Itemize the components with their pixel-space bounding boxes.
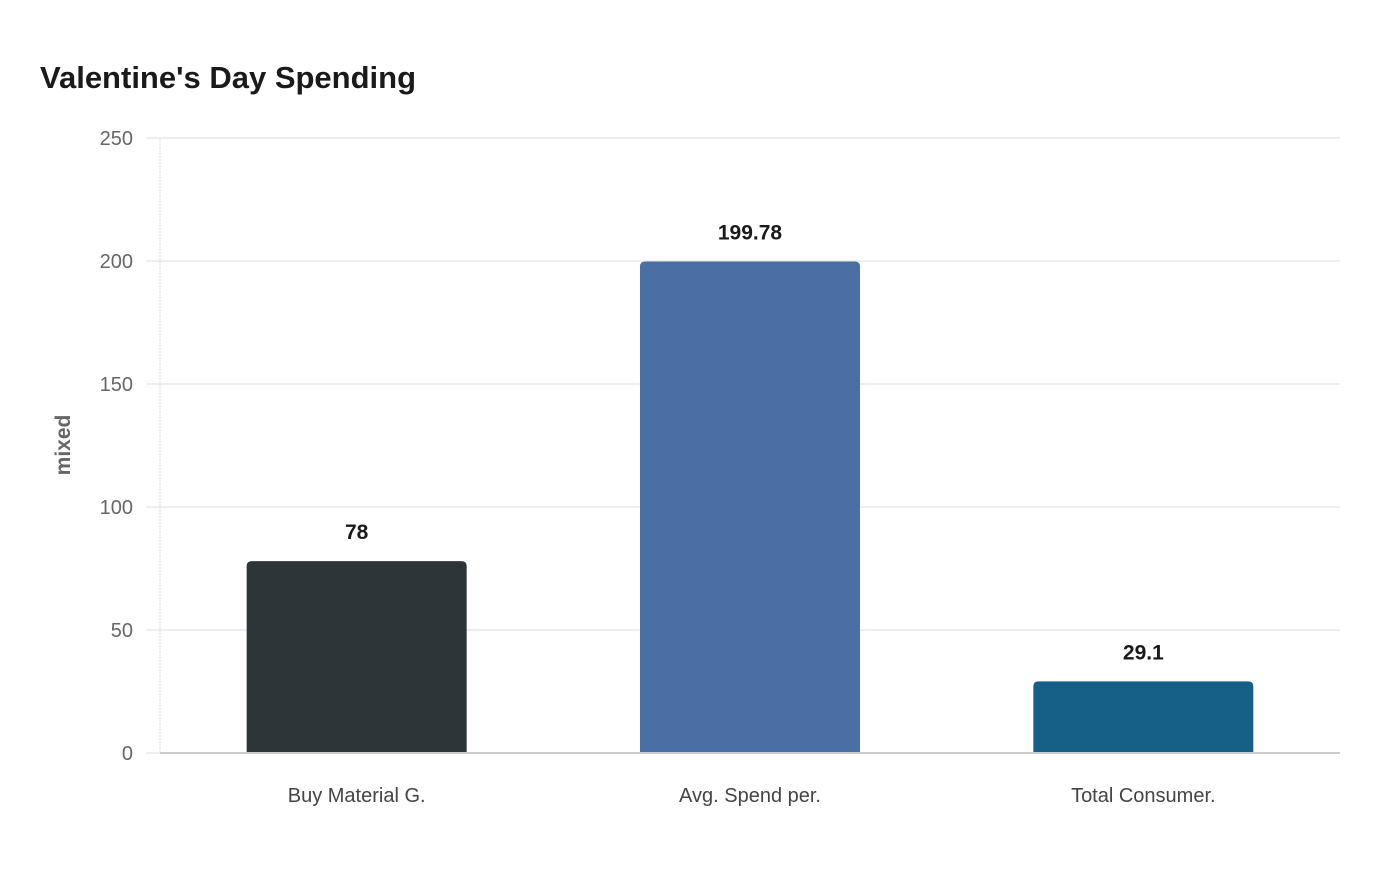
bars: 78 199.78 29.1 [246,222,1254,753]
y-tick-label: 150 [100,374,133,396]
data-label: 199.78 [718,222,783,245]
y-tick-label: 50 [111,620,133,642]
data-label: 78 [345,521,369,544]
chart-title: Valentine's Day Spending [40,60,417,95]
x-tick-label: Avg. Spend per. [679,785,821,807]
bar [246,561,467,753]
bar [1033,681,1254,753]
y-axis-label: mixed [52,415,75,476]
y-tick-label: 200 [100,251,133,273]
x-axis: Buy Material G. Avg. Spend per. Total Cons… [160,752,1340,807]
bar [640,261,860,753]
x-tick-label: Buy Material G. [288,785,426,807]
data-label: 29.1 [1123,641,1164,664]
y-tick-label: 100 [100,497,133,519]
y-tick-label: 0 [122,743,133,765]
y-axis: 0 50 100 150 200 250 [100,128,161,765]
y-tick-label: 250 [100,128,133,150]
x-tick-label: Total Consumer. [1071,785,1216,807]
